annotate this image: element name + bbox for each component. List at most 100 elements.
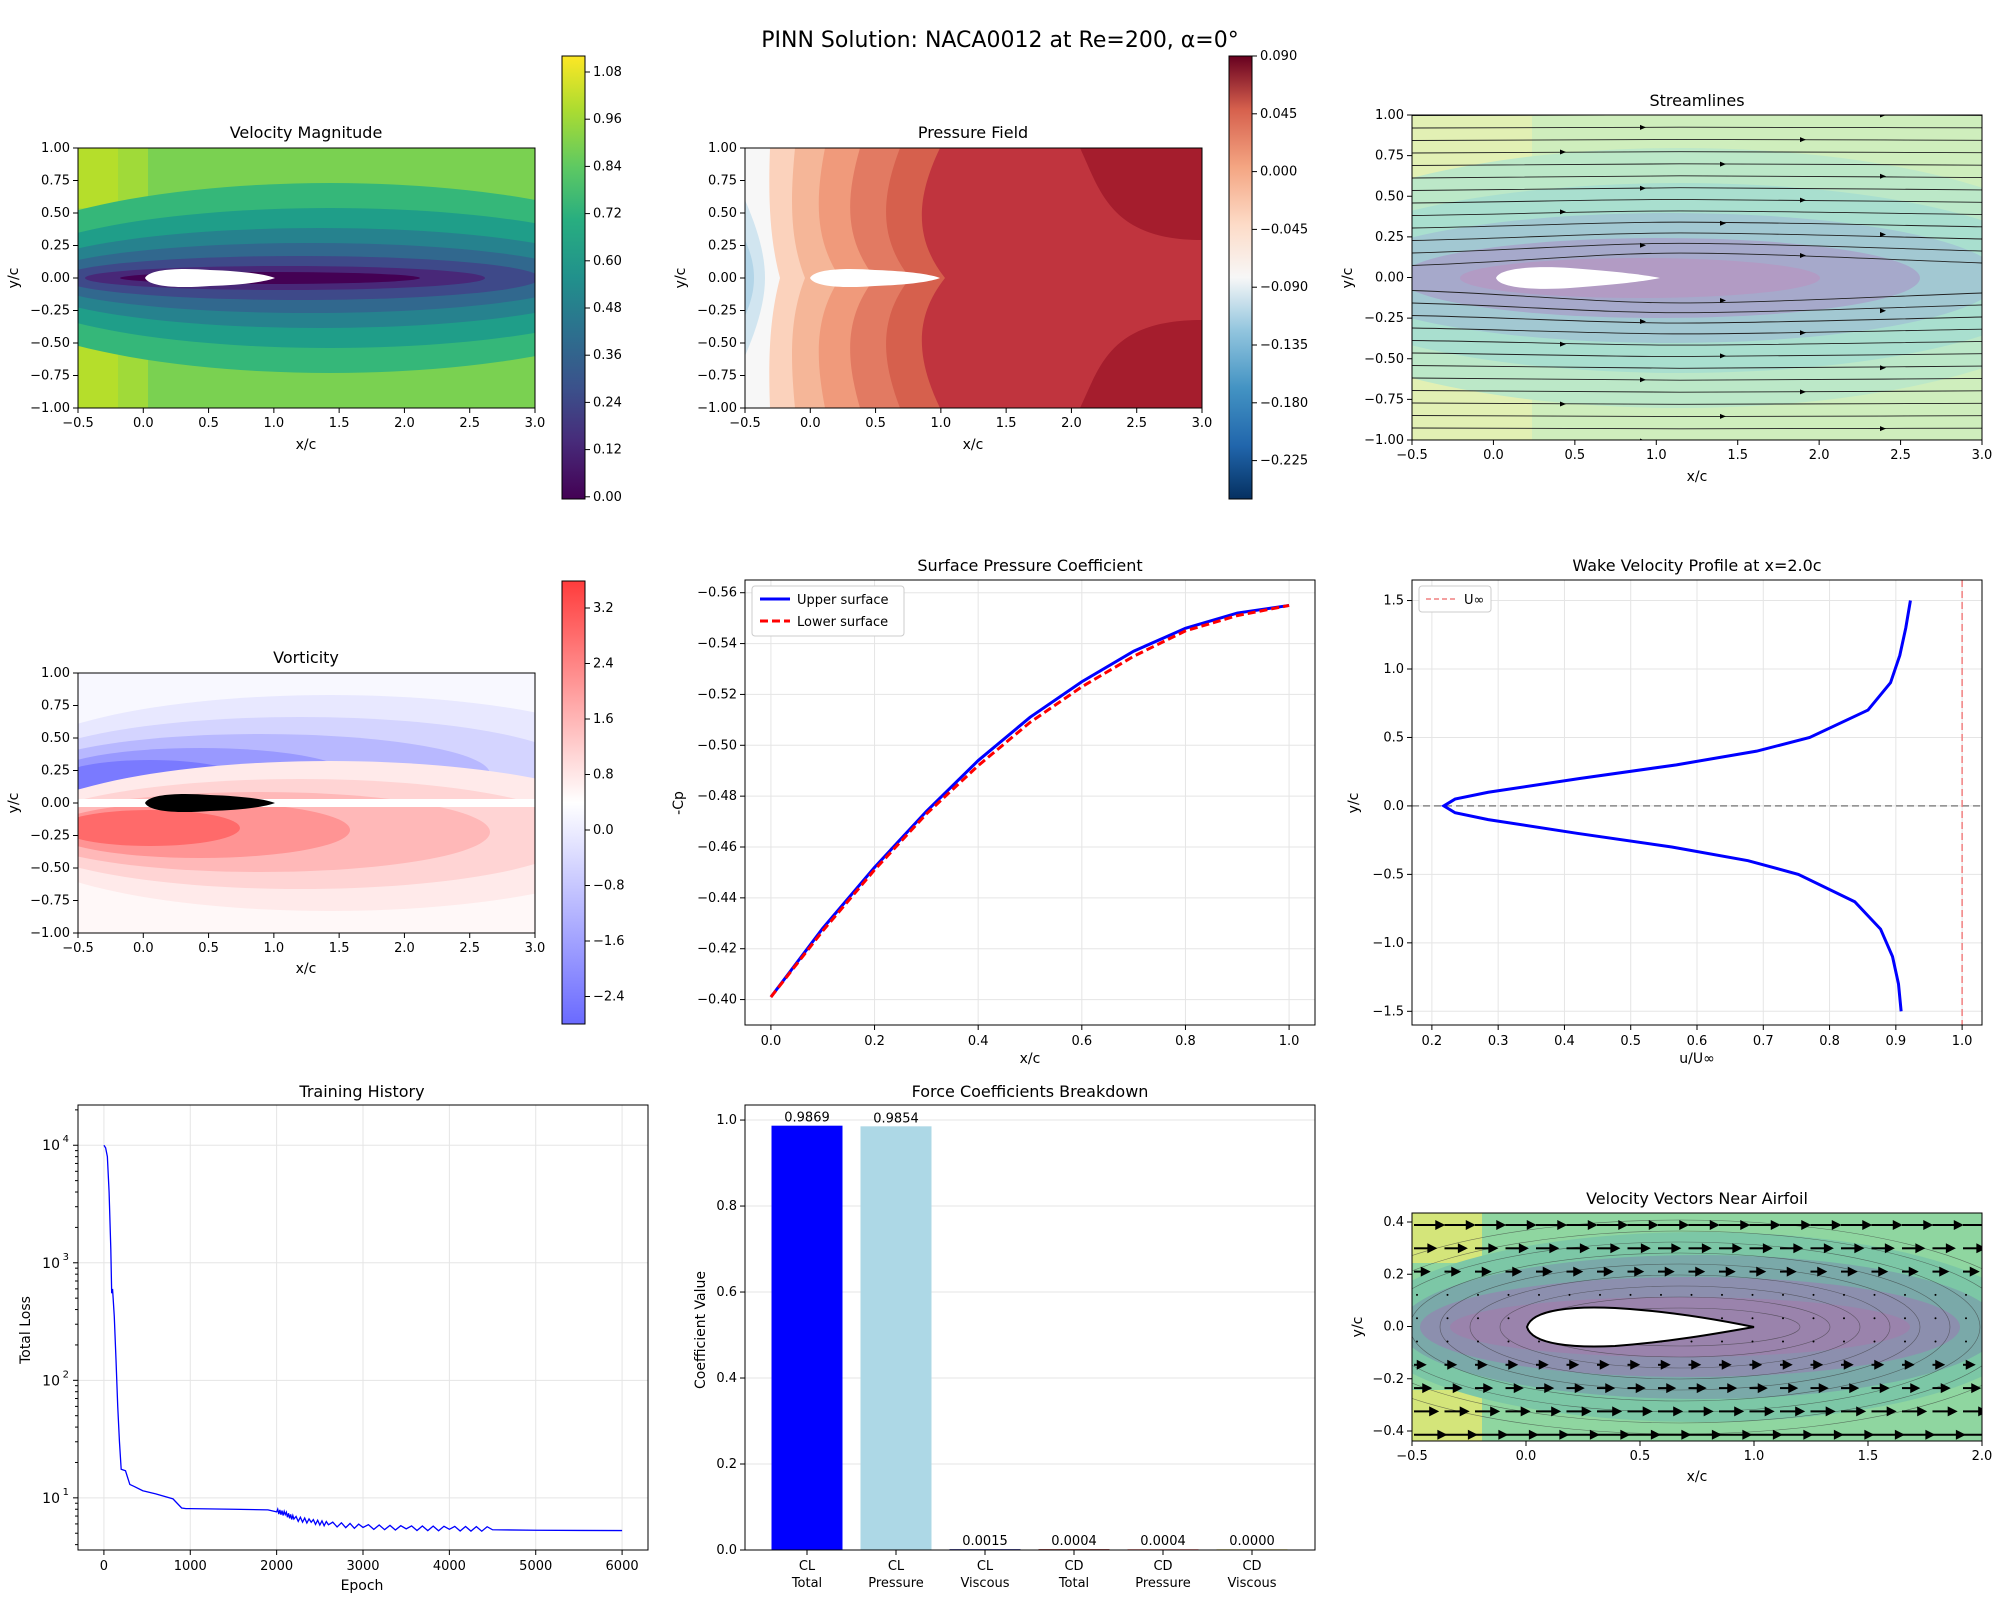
velocity-title: Velocity Magnitude	[230, 123, 383, 142]
vector-arrow	[1416, 1341, 1418, 1343]
cp-legend: Upper surface Lower surface	[752, 586, 904, 636]
vector-field	[1320, 1213, 2000, 1441]
y-tick-label: −1.00	[30, 401, 70, 416]
vector-arrow	[1508, 1341, 1510, 1343]
colorbar-tick-label: −0.045	[1260, 222, 1308, 237]
vector-arrow	[1782, 1341, 1784, 1343]
bar-value-label: 0.9854	[873, 1111, 919, 1126]
y-tick-label: −0.50	[30, 336, 70, 351]
x-tick-label: 3000	[346, 1559, 379, 1574]
y-tick-label: 0.25	[41, 239, 70, 254]
vector-arrow	[1843, 1317, 1845, 1319]
y-tick-label: 1.0	[716, 1113, 737, 1128]
x-tick-label: 1.0	[1744, 1449, 1765, 1464]
y-tick-label: 0.5	[1383, 730, 1404, 745]
x-tick-label: 0.5	[198, 941, 219, 956]
vector-arrow	[1477, 1341, 1479, 1343]
vorticity-field	[10, 673, 650, 933]
x-tick-label: 4000	[433, 1559, 466, 1574]
vectors-title: Velocity Vectors Near Airfoil	[1586, 1189, 1808, 1208]
vectors-xaxis: −0.5 0.0 0.5 1.0 1.5 2.0	[1396, 1441, 1992, 1464]
x-tick-label: CD	[1242, 1559, 1261, 1574]
vector-arrow	[1569, 1294, 1571, 1296]
y-tick-label: −0.25	[30, 304, 70, 319]
vector-arrow	[1904, 1317, 1906, 1319]
vector-arrow	[1782, 1294, 1784, 1296]
vector-arrow	[1691, 1341, 1693, 1343]
y-tick-label: 0.75	[41, 174, 70, 189]
streamline	[1412, 441, 1982, 442]
bar	[861, 1126, 932, 1550]
y-tick-label: 0.00	[708, 271, 737, 286]
legend-upper-surface: Upper surface	[797, 593, 889, 608]
vector-arrow	[1965, 1294, 1967, 1296]
vector-arrow	[1416, 1294, 1418, 1296]
y-tick-label: 0.25	[1375, 230, 1404, 245]
y-tick-exponent: 3	[63, 1252, 69, 1263]
y-tick-label: −1.0	[1372, 936, 1404, 951]
vector-arrow	[1843, 1341, 1845, 1343]
vector-arrow	[1660, 1294, 1662, 1296]
x-tick-label: 0.7	[1753, 1034, 1774, 1049]
bar	[772, 1126, 843, 1550]
y-tick-label: 0.50	[1375, 189, 1404, 204]
y-tick-label: −1.00	[697, 401, 737, 416]
streamlines-xlabel: x/c	[1687, 469, 1708, 485]
vector-arrow	[1721, 1294, 1723, 1296]
x-tick-label: Viscous	[960, 1576, 1009, 1591]
cp-series-lower	[771, 605, 1289, 997]
y-tick-label: −0.40	[697, 993, 737, 1008]
x-tick-label: Pressure	[868, 1576, 924, 1591]
y-tick-label: −0.2	[1372, 1372, 1404, 1387]
vector-arrow-head	[1986, 1430, 1996, 1440]
colorbar-tick-label: 0.72	[593, 207, 622, 222]
x-tick-label: 2000	[260, 1559, 293, 1574]
colorbar-tick-label: −1.6	[593, 934, 625, 949]
x-tick-label: 0.5	[198, 416, 219, 431]
x-tick-label: CL	[888, 1559, 905, 1574]
pressure-field-panel: Pressure Field −0.5 0.0 0.5 1.0 1.5 2.0 2.5 3.0…	[673, 49, 1308, 499]
x-tick-label: 2.0	[394, 941, 415, 956]
velocity-vectors-panel: Velocity Vectors Near Airfoil −0.5 0.0 0.5…	[1320, 1189, 2000, 1485]
cp-xlabel: x/c	[1020, 1051, 1041, 1067]
bar-value-label: 0.9869	[784, 1111, 830, 1126]
y-tick-label: 1.00	[41, 666, 70, 681]
colorbar-tick-label: 0.60	[593, 254, 622, 269]
vector-arrow	[1935, 1317, 1937, 1319]
y-tick-label: −0.56	[697, 586, 737, 601]
training-history-panel: Training History 0 1000 2000 3000 4000 5000 60…	[18, 1082, 648, 1594]
velocity-colorbar: 1.080.960.840.720.600.480.360.240.120.00	[562, 56, 622, 505]
x-tick-label: Pressure	[1135, 1576, 1191, 1591]
x-tick-label: 0.0	[133, 941, 154, 956]
vorticity-colorbar: 3.22.41.60.80.0−0.8−1.6−2.4	[562, 581, 625, 1024]
vector-arrow	[1752, 1294, 1754, 1296]
wake-title: Wake Velocity Profile at x=2.0c	[1572, 556, 1821, 575]
vector-arrow	[1874, 1294, 1876, 1296]
legend-uinf: U∞	[1464, 593, 1484, 608]
colorbar-tick-label: 3.2	[593, 601, 614, 616]
y-tick-label: −1.5	[1372, 1004, 1404, 1019]
colorbar-tick-label: 1.08	[593, 65, 622, 80]
vector-arrow	[1752, 1341, 1754, 1343]
x-tick-label: 3.0	[1972, 448, 1993, 463]
bar-value-label: 0.0004	[1051, 1534, 1097, 1549]
y-tick-label: −0.42	[697, 942, 737, 957]
y-tick-label: −0.50	[697, 738, 737, 753]
y-tick-label: −1.00	[1364, 433, 1404, 448]
y-tick-label: −0.75	[30, 369, 70, 384]
x-tick-label: 1.5	[996, 416, 1017, 431]
y-tick-label: −0.75	[697, 369, 737, 384]
vector-arrow	[1599, 1294, 1601, 1296]
pressure-field	[745, 148, 1202, 408]
colorbar-tick-label: 0.48	[593, 301, 622, 316]
vector-arrow	[1447, 1294, 1449, 1296]
x-tick-label: 1.0	[1952, 1034, 1973, 1049]
x-tick-label: 2.5	[459, 416, 480, 431]
x-tick-label: CD	[1064, 1559, 1083, 1574]
pressure-xaxis: −0.5 0.0 0.5 1.0 1.5 2.0 2.5 3.0	[729, 408, 1212, 431]
vorticity-xaxis: −0.5 0.0 0.5 1.0 1.5 2.0 2.5 3.0	[62, 933, 545, 956]
vector-arrow	[1477, 1317, 1479, 1319]
y-tick-label: −0.54	[697, 637, 737, 652]
bar-value-label: 0.0000	[1229, 1534, 1275, 1549]
vector-arrow	[1965, 1341, 1967, 1343]
